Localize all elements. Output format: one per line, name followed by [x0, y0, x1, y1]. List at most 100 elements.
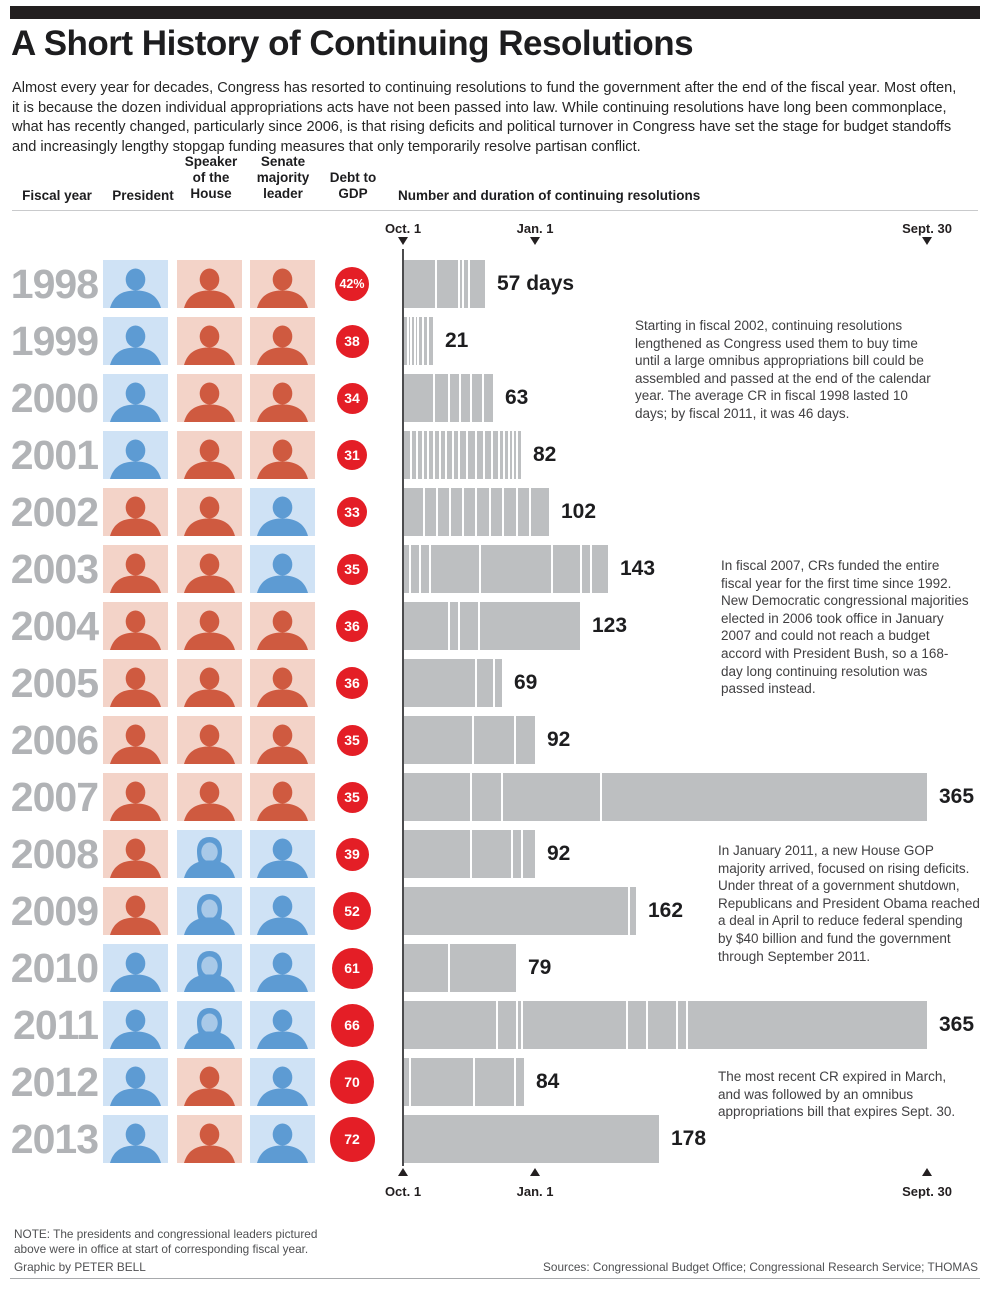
- cr-segment-divider: [449, 488, 451, 536]
- portrait-bush-president: [103, 602, 168, 650]
- portrait-bush-president: [103, 659, 168, 707]
- cr-segment-divider: [416, 431, 418, 479]
- fiscal-year-label: 2004: [10, 603, 99, 649]
- cr-duration-bar: [403, 488, 549, 536]
- debt-to-gdp-badge: 42%: [335, 267, 369, 301]
- axis-tick-label: Sept. 30: [902, 1184, 952, 1199]
- debt-to-gdp-badge: 33: [337, 497, 367, 527]
- portrait-hastert-speaker: [177, 602, 242, 650]
- cr-segment-divider: [417, 317, 419, 365]
- cr-segment-divider: [508, 431, 510, 479]
- cr-segment-divider: [414, 317, 416, 365]
- cr-days-label: 82: [533, 443, 557, 466]
- portrait-pelosi-speaker: [177, 830, 242, 878]
- table-row-fy-2011: 2011 66 365: [0, 1001, 990, 1049]
- cr-segment-divider: [516, 1001, 518, 1049]
- table-row-fy-2006: 2006 35 92: [0, 716, 990, 764]
- portrait-bush-president: [103, 488, 168, 536]
- portrait-obama-president: [103, 1115, 168, 1163]
- top-rule: [10, 6, 980, 19]
- portrait-obama-president: [103, 944, 168, 992]
- cr-days-label: 365: [939, 785, 975, 808]
- cr-segment-divider: [600, 773, 602, 821]
- column-header-fiscal-year: Fiscal year: [22, 188, 92, 203]
- cr-days-label: 143: [620, 557, 656, 580]
- cr-segment-divider: [491, 431, 493, 479]
- table-row-fy-2012: 2012 70 84: [0, 1058, 990, 1106]
- debt-to-gdp-badge: 35: [336, 553, 368, 585]
- annotation-fiscal-2007: In fiscal 2007, CRs funded the entire fi…: [721, 558, 969, 697]
- portrait-clinton-president: [103, 260, 168, 308]
- cr-segment-divider: [448, 374, 450, 422]
- portrait-lott-senate-leader: [250, 317, 315, 365]
- portrait-reid-senate-leader: [250, 887, 315, 935]
- debt-to-gdp-badge: 52: [333, 892, 371, 930]
- oct-1-baseline: [402, 249, 404, 1166]
- cr-segment-divider: [458, 602, 460, 650]
- cr-segment-divider: [429, 545, 431, 593]
- axis-arrow-up-icon: [398, 1168, 408, 1176]
- cr-days-label: 92: [547, 728, 571, 751]
- portrait-clinton-president: [103, 431, 168, 479]
- debt-to-gdp-badge: 36: [336, 667, 368, 699]
- cr-duration-bar: [403, 659, 502, 707]
- cr-duration-bar: [403, 944, 516, 992]
- cr-segment-divider: [462, 260, 464, 308]
- cr-days-label: 63: [505, 386, 529, 409]
- portrait-bush-president: [103, 830, 168, 878]
- cr-segment-divider: [459, 374, 461, 422]
- portrait-gingrich-speaker: [177, 260, 242, 308]
- portrait-lott-senate-leader: [250, 374, 315, 422]
- portrait-bush-president: [103, 545, 168, 593]
- cr-days-label: 21: [445, 329, 469, 352]
- cr-days-label: 92: [547, 842, 571, 865]
- cr-segment-divider: [590, 545, 592, 593]
- cr-segment-divider: [686, 1001, 688, 1049]
- portrait-reid-senate-leader: [250, 1115, 315, 1163]
- fiscal-year-label: 2012: [10, 1059, 99, 1105]
- cr-segment-divider: [482, 374, 484, 422]
- cr-segment-divider: [448, 602, 450, 650]
- table-row-fy-2007: 2007 35 365: [0, 773, 990, 821]
- annotation-omnibus: Starting in fiscal 2002, continuing reso…: [635, 318, 931, 421]
- bottom-rule: [10, 1278, 980, 1279]
- table-row-fy-2001: 2001 31 82: [0, 431, 990, 479]
- cr-segment-divider: [436, 488, 438, 536]
- cr-segment-divider: [514, 1058, 516, 1106]
- cr-duration-bar: [403, 260, 485, 308]
- portrait-bush-president: [103, 887, 168, 935]
- cr-segment-divider: [511, 830, 513, 878]
- cr-duration-bar: [403, 602, 580, 650]
- table-row-fy-2013: 2013 72 178: [0, 1115, 990, 1163]
- cr-segment-divider: [501, 773, 503, 821]
- portrait-daschle-senate-leader: [250, 488, 315, 536]
- portrait-lott-senate-leader: [250, 260, 315, 308]
- table-row-fy-1999: 1999 38 21: [0, 317, 990, 365]
- page-title: A Short History of Continuing Resolution…: [11, 24, 694, 63]
- fiscal-year-label: 2002: [10, 489, 99, 535]
- cr-segment-divider: [466, 431, 468, 479]
- cr-days-label: 178: [671, 1127, 707, 1150]
- cr-segment-divider: [472, 716, 474, 764]
- cr-days-label: 69: [514, 671, 538, 694]
- cr-segment-divider: [423, 488, 425, 536]
- cr-segment-divider: [478, 602, 480, 650]
- cr-segment-divider: [409, 1058, 411, 1106]
- portrait-hastert-speaker: [177, 488, 242, 536]
- axis-arrow-up-icon: [922, 1168, 932, 1176]
- cr-segment-divider: [502, 488, 504, 536]
- fiscal-year-label: 2010: [10, 945, 99, 991]
- cr-duration-bar: [403, 431, 521, 479]
- cr-segment-divider: [422, 317, 424, 365]
- annotation-january-2011: In January 2011, a new House GOP majorit…: [718, 843, 980, 964]
- table-row-fy-2003: 2003 35 143: [0, 545, 990, 593]
- table-row-fy-2010: 2010 61 79: [0, 944, 990, 992]
- portrait-pelosi-speaker: [177, 1001, 242, 1049]
- portrait-clinton-president: [103, 317, 168, 365]
- cr-segment-divider: [427, 431, 429, 479]
- debt-to-gdp-badge: 70: [330, 1060, 374, 1104]
- cr-segment-divider: [409, 545, 411, 593]
- table-row-fy-2008: 2008 39 92: [0, 830, 990, 878]
- axis-tick-label: Sept. 30: [902, 221, 952, 236]
